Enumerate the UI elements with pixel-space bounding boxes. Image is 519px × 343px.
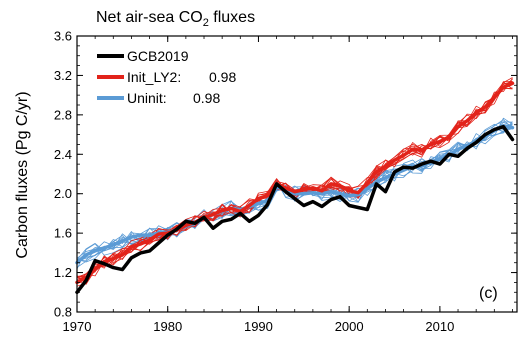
panel-label: (c) [479, 285, 498, 302]
y-tick-label: 0.8 [54, 305, 72, 320]
x-tick-label: 1970 [63, 319, 92, 334]
ensemble-member-line [76, 81, 513, 280]
ensemble-member-line [76, 77, 513, 287]
x-tick-label: 2010 [425, 319, 454, 334]
x-tick-label: 1980 [153, 319, 182, 334]
chart-title-main: Net air-sea CO [96, 9, 203, 26]
ensemble-members [76, 77, 513, 287]
y-axis-label: Carbon fluxes (Pg C/yr) [14, 91, 31, 258]
legend-label-init: Init_LY2: [127, 69, 181, 85]
chart-title-rest: fluxes [209, 9, 255, 26]
y-tick-label: 1.2 [54, 265, 72, 280]
legend-score-init: 0.98 [209, 69, 236, 85]
ensemble-member-line [76, 82, 513, 278]
y-tick-label: 3.6 [54, 29, 72, 44]
x-tick-label: 2000 [335, 319, 364, 334]
series-line-gcb2019 [75, 124, 515, 295]
ensemble-member-line [76, 81, 513, 278]
chart-title: Net air-sea CO2 fluxes [96, 9, 255, 29]
y-tick-label: 2.8 [54, 107, 72, 122]
y-tick-label: 3.2 [54, 68, 72, 83]
legend-label-uninit: Uninit: [127, 90, 167, 106]
legend: GCB2019 Init_LY2: 0.98 Uninit: 0.98 [97, 48, 236, 106]
ensemble-member-line [76, 87, 513, 277]
series-lines [75, 81, 515, 295]
axis-ticks: 0.8 1.2 1.6 2.0 2.4 2.8 3.2 3.6 1970 1980 1990 2000… [54, 29, 517, 334]
series-line-uninit [75, 123, 515, 265]
x-tick-label: 1990 [244, 319, 273, 334]
legend-score-uninit: 0.98 [193, 90, 220, 106]
legend-label-gcb2019: GCB2019 [127, 48, 189, 64]
chart-title-subscript: 2 [203, 17, 209, 29]
series-line-init [75, 81, 515, 285]
y-tick-label: 2.4 [54, 147, 72, 162]
y-tick-label: 1.6 [54, 226, 72, 241]
y-tick-label: 2.0 [54, 186, 72, 201]
